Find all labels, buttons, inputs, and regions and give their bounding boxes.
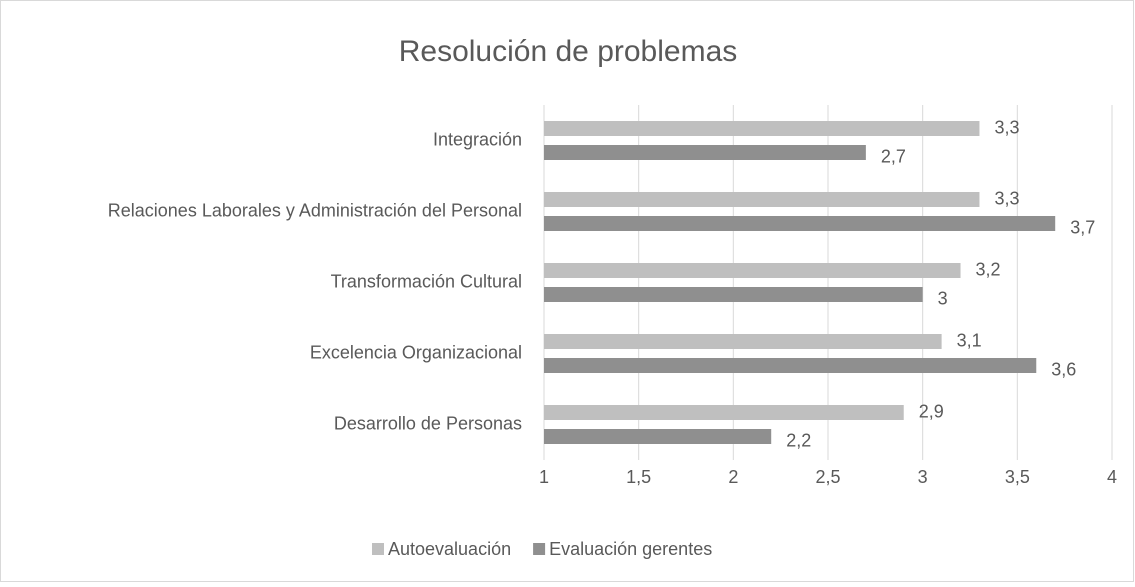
data-label: 2,9 xyxy=(919,401,944,421)
x-tick-label: 4 xyxy=(1107,467,1117,487)
y-tick-label: Transformación Cultural xyxy=(331,271,522,291)
legend-label: Evaluación gerentes xyxy=(549,539,712,559)
data-label: 3,7 xyxy=(1070,217,1095,237)
bar xyxy=(544,145,866,160)
y-tick-label: Integración xyxy=(433,129,522,149)
data-label: 2,2 xyxy=(786,430,811,450)
bar xyxy=(544,429,772,444)
bar xyxy=(544,287,923,302)
bar xyxy=(544,358,1037,373)
y-tick-label: Relaciones Laborales y Administración de… xyxy=(108,200,522,220)
legend-label: Autoevaluación xyxy=(388,539,511,559)
legend-swatch xyxy=(533,543,546,555)
x-tick-label: 1 xyxy=(539,467,549,487)
bar xyxy=(544,192,980,207)
x-tick-label: 3 xyxy=(918,467,928,487)
bar xyxy=(544,216,1056,231)
x-tick-label: 2,5 xyxy=(815,467,840,487)
y-tick-label: Excelencia Organizacional xyxy=(310,342,522,362)
bar xyxy=(544,263,961,278)
data-label: 3,1 xyxy=(957,330,982,350)
data-label: 2,7 xyxy=(881,146,906,166)
legend-swatch xyxy=(372,543,384,555)
y-tick-label: Desarrollo de Personas xyxy=(334,413,522,433)
x-tick-label: 1,5 xyxy=(626,467,651,487)
data-label: 3,2 xyxy=(976,259,1001,279)
data-label: 3,3 xyxy=(994,117,1019,137)
data-label: 3 xyxy=(938,288,948,308)
bar xyxy=(544,405,904,420)
chart-title: Resolución de problemas xyxy=(399,35,738,68)
data-label: 3,3 xyxy=(994,188,1019,208)
x-tick-label: 3,5 xyxy=(1005,467,1030,487)
bar xyxy=(544,121,980,136)
x-tick-label: 2 xyxy=(728,467,738,487)
bar xyxy=(544,334,942,349)
data-label: 3,6 xyxy=(1051,359,1076,379)
